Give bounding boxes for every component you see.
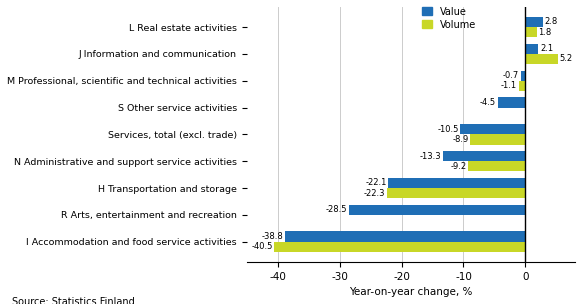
Text: -10.5: -10.5 — [437, 125, 459, 134]
Text: 2.8: 2.8 — [545, 17, 558, 26]
Text: -28.5: -28.5 — [325, 205, 347, 214]
Bar — [521, 71, 526, 81]
Bar — [469, 161, 526, 171]
Text: -40.5: -40.5 — [251, 242, 272, 251]
Bar — [285, 231, 526, 242]
Text: Source: Statistics Finland: Source: Statistics Finland — [12, 297, 134, 304]
Text: -1.1: -1.1 — [501, 81, 517, 90]
Text: -0.7: -0.7 — [503, 71, 519, 80]
Text: -22.1: -22.1 — [365, 178, 386, 187]
Bar — [460, 124, 526, 134]
Bar — [526, 17, 543, 27]
Bar — [526, 27, 537, 37]
Text: -8.9: -8.9 — [452, 135, 469, 144]
Legend: Value, Volume: Value, Volume — [422, 7, 476, 29]
Bar — [387, 188, 526, 198]
Bar — [498, 97, 526, 108]
Text: 2.1: 2.1 — [540, 44, 553, 53]
Text: -38.8: -38.8 — [261, 232, 283, 241]
Text: -4.5: -4.5 — [480, 98, 496, 107]
Bar — [519, 81, 526, 91]
Bar — [443, 151, 526, 161]
Text: 5.2: 5.2 — [559, 54, 573, 64]
Bar — [470, 134, 526, 145]
Bar — [349, 205, 526, 215]
Text: -13.3: -13.3 — [420, 152, 441, 161]
Bar — [526, 44, 538, 54]
Bar — [388, 178, 526, 188]
Text: -9.2: -9.2 — [450, 162, 467, 171]
X-axis label: Year-on-year change, %: Year-on-year change, % — [349, 287, 473, 297]
Bar — [526, 54, 558, 64]
Bar — [275, 242, 526, 252]
Text: -22.3: -22.3 — [364, 188, 385, 198]
Text: 1.8: 1.8 — [538, 28, 552, 37]
